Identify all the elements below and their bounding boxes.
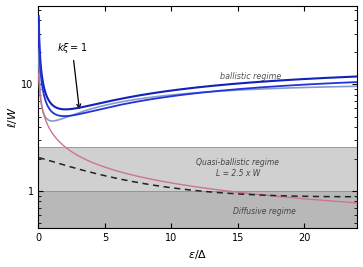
Bar: [38, 191, 358, 228]
Text: $k\xi =1$: $k\xi =1$: [57, 41, 87, 108]
Text: ballistic regime: ballistic regime: [220, 72, 282, 81]
Text: Quasi-ballistic regime
L = 2.5 x W: Quasi-ballistic regime L = 2.5 x W: [196, 158, 279, 178]
Text: Diffusive regime: Diffusive regime: [233, 206, 296, 215]
X-axis label: $\varepsilon / \Delta$: $\varepsilon / \Delta$: [188, 249, 208, 261]
Bar: [38, 147, 358, 191]
Y-axis label: $\ell / W$: $\ell / W$: [5, 106, 19, 128]
